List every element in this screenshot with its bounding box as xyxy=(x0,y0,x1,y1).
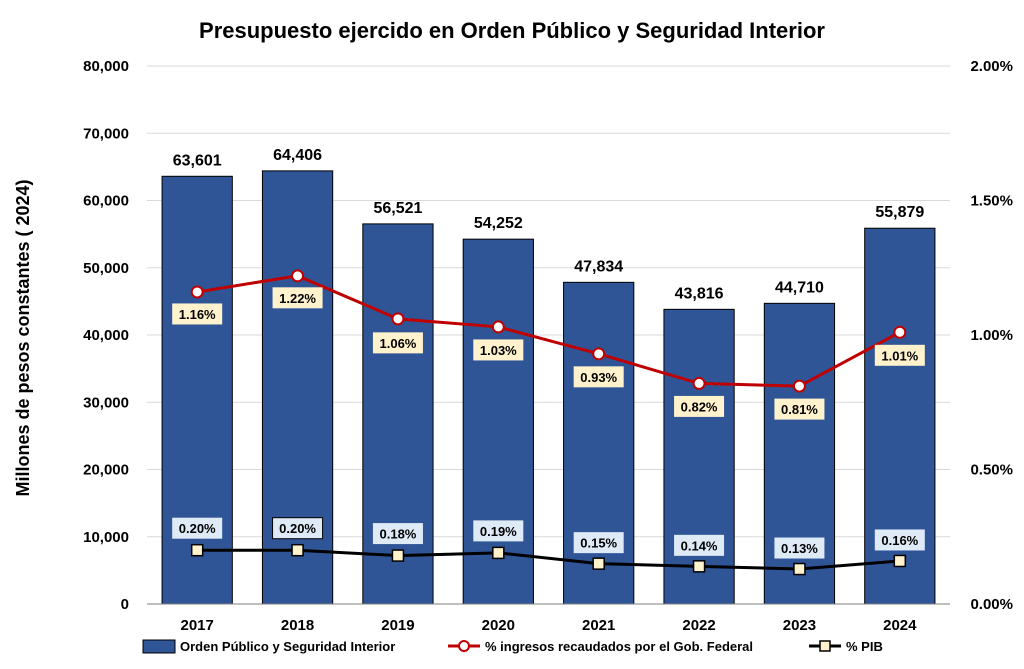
bar xyxy=(663,308,735,605)
y2-tick-label: 1.00% xyxy=(970,327,1013,344)
y-tick-label: 0 xyxy=(121,596,129,613)
data-label: 0.14% xyxy=(681,538,718,553)
line-marker xyxy=(190,285,204,299)
x-tick-label: 2021 xyxy=(582,617,615,634)
bar-value-label: 63,601 xyxy=(173,152,222,169)
y-tick-label: 40,000 xyxy=(83,327,129,344)
x-tick-label: 2019 xyxy=(381,617,414,634)
data-label: 1.06% xyxy=(380,336,417,351)
y2-tick-label: 0.50% xyxy=(970,462,1013,479)
line-marker xyxy=(391,312,405,326)
line-marker xyxy=(391,549,405,562)
data-label-box xyxy=(674,534,725,556)
series-line xyxy=(197,548,900,571)
bar xyxy=(362,223,434,605)
legend-marker xyxy=(458,640,470,652)
bar-value-label: 55,879 xyxy=(875,204,924,221)
legend-label: % PIB xyxy=(846,639,883,654)
data-label-box xyxy=(473,520,524,542)
data-label: 0.81% xyxy=(781,402,818,417)
bar-value-label: 56,521 xyxy=(373,200,422,217)
y-tick-label: 50,000 xyxy=(83,260,129,277)
data-label-box xyxy=(172,517,223,539)
data-label-box xyxy=(372,523,423,545)
data-label: 1.16% xyxy=(179,307,216,322)
y-tick-label: 30,000 xyxy=(83,394,129,411)
line-series: 1.16% 1.22% 1.06% 1.03% 0.93% 0.82% 0.81% 1.01%… xyxy=(172,269,925,576)
x-tick-label: 2017 xyxy=(181,617,214,634)
line-marker xyxy=(692,560,706,573)
x-tick-label: 2022 xyxy=(682,617,715,634)
line-marker xyxy=(491,320,505,334)
line-marker xyxy=(492,546,505,560)
data-label: 0.20% xyxy=(179,521,216,536)
data-label: 1.22% xyxy=(279,291,316,306)
line-marker xyxy=(190,543,204,557)
data-label: 1.03% xyxy=(480,343,517,358)
data-label: 0.20% xyxy=(279,521,316,536)
data-label-box xyxy=(573,532,624,554)
data-label: 0.16% xyxy=(881,533,918,548)
bar-value-label: 44,710 xyxy=(775,279,824,296)
chart-title: Presupuesto ejercido en Orden Público y … xyxy=(199,18,825,43)
x-tick-label: 2020 xyxy=(482,617,515,634)
data-label-box xyxy=(573,366,624,388)
y2-tick-label: 2.00% xyxy=(970,58,1013,75)
y2-tick-label: 1.50% xyxy=(970,193,1013,210)
line-marker xyxy=(592,557,605,570)
x-tick-label: 2024 xyxy=(883,617,917,634)
line-marker xyxy=(893,325,907,339)
line-marker xyxy=(793,562,806,576)
data-label-box xyxy=(874,344,925,366)
data-label: 0.93% xyxy=(580,370,617,385)
data-label-box xyxy=(774,537,825,559)
bar xyxy=(161,175,233,605)
y2-tick-label: 0.00% xyxy=(970,596,1013,613)
x-tick-label: 2018 xyxy=(281,617,314,634)
data-label-box xyxy=(874,529,925,551)
line-marker xyxy=(291,269,305,283)
y-tick-label: 70,000 xyxy=(83,125,129,142)
data-label-box xyxy=(774,398,825,420)
axis-ticks: 0 10,000 20,000 30,000 40,000 50,000 60,000 70,… xyxy=(83,58,1013,613)
data-label: 0.19% xyxy=(480,524,517,539)
y-tick-label: 10,000 xyxy=(83,529,129,546)
data-label-box xyxy=(172,303,223,325)
line-marker xyxy=(291,543,304,557)
data-label: 0.82% xyxy=(681,399,718,414)
x-tick-label: 2023 xyxy=(783,617,816,634)
line-marker xyxy=(692,376,706,390)
line-marker xyxy=(792,379,806,393)
bar-value-label: 43,816 xyxy=(675,285,724,302)
bar-value-label: 54,252 xyxy=(474,215,523,232)
x-axis: 2017 2018 2019 2020 2021 2022 2023 2024 xyxy=(147,603,950,634)
bar xyxy=(563,281,635,605)
data-label-box xyxy=(674,395,725,417)
legend-marker xyxy=(819,640,831,652)
y-tick-label: 20,000 xyxy=(83,462,129,479)
bar-value-label: 47,834 xyxy=(574,258,623,275)
data-label-box xyxy=(473,339,524,361)
data-label-box xyxy=(272,517,324,540)
data-label: 0.13% xyxy=(781,541,818,556)
data-label-box xyxy=(272,287,323,309)
y-axis-label: Millones de pesos constantes ( 2024) xyxy=(13,179,33,496)
line-marker xyxy=(893,554,907,568)
data-label: 0.15% xyxy=(580,536,617,551)
bar xyxy=(763,302,836,605)
legend-bar-swatch xyxy=(142,639,176,654)
bar-value-label: 64,406 xyxy=(273,147,322,164)
legend-label: Orden Público y Seguridad Interior xyxy=(180,639,395,654)
data-label: 0.18% xyxy=(380,527,417,542)
y-tick-label: 60,000 xyxy=(83,193,129,210)
legend-label: % ingresos recaudados por el Gob. Federa… xyxy=(485,639,753,654)
y-tick-label: 80,000 xyxy=(83,58,129,75)
data-label-box xyxy=(372,332,423,354)
data-label: 1.01% xyxy=(881,348,918,363)
series-line xyxy=(196,274,901,388)
line-marker xyxy=(592,347,606,361)
legend: Orden Público y Seguridad Interior % ingr… xyxy=(142,639,883,654)
